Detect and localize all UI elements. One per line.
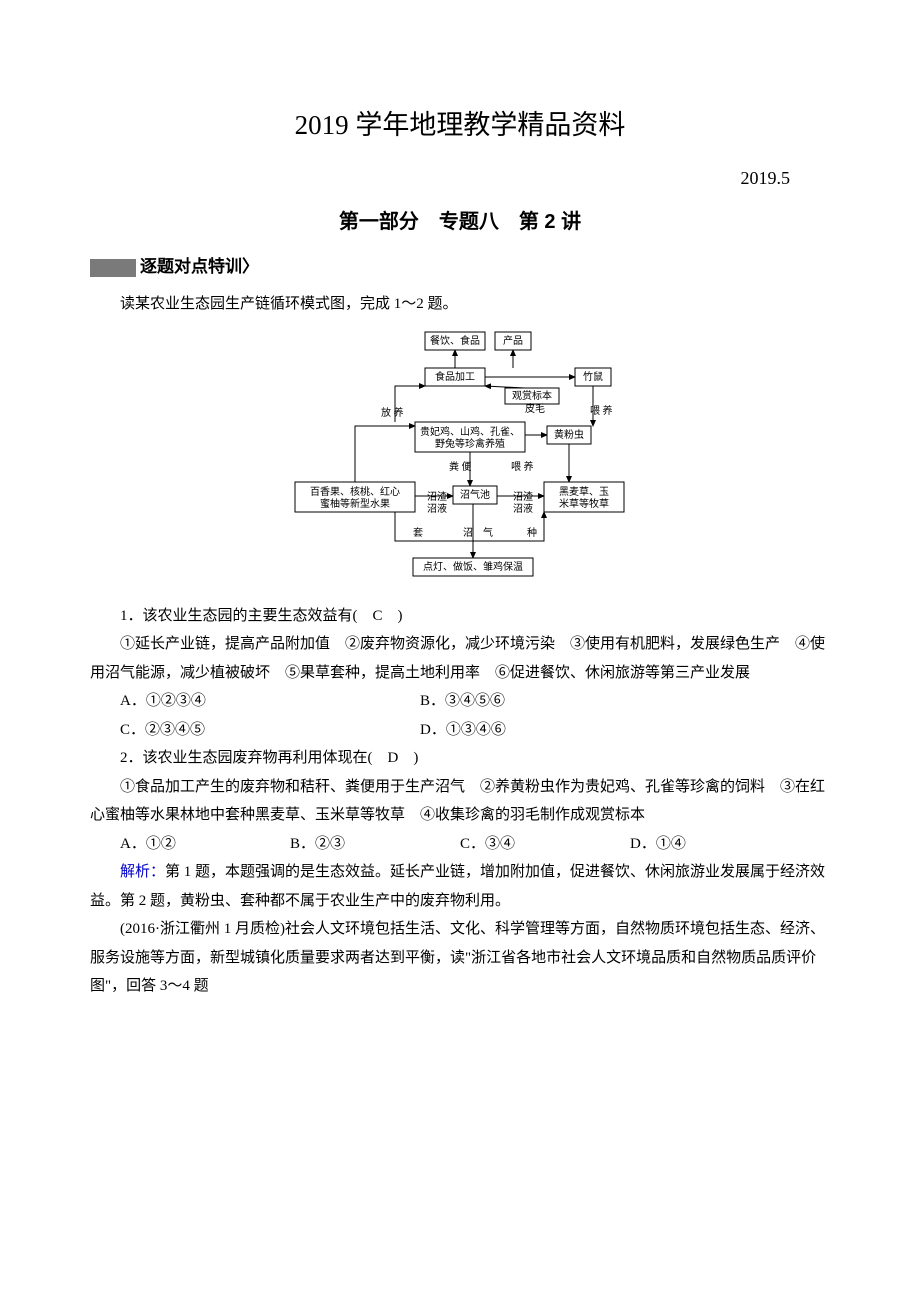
analysis-label: 解析： bbox=[120, 864, 165, 880]
q1-opt-b: B．③④⑤⑥ bbox=[390, 687, 505, 716]
q2-opt-a: A．①② bbox=[90, 830, 260, 859]
svg-text:黑麦草、玉: 黑麦草、玉 bbox=[559, 486, 609, 498]
svg-text:喂 养: 喂 养 bbox=[590, 404, 613, 417]
q2-opt-c: C．③④ bbox=[430, 830, 600, 859]
svg-text:野兔等珍禽养殖: 野兔等珍禽养殖 bbox=[435, 437, 505, 450]
analysis-text: 第 1 题，本题强调的是生态效益。延长产业链，增加附加值，促进餐饮、休闲旅游业发… bbox=[90, 864, 825, 909]
svg-text:蜜柚等新型水果: 蜜柚等新型水果 bbox=[320, 497, 390, 510]
q2-opt-b: B．②③ bbox=[260, 830, 430, 859]
svg-text:沼渣: 沼渣 bbox=[513, 490, 533, 503]
date: 2019.5 bbox=[90, 161, 790, 195]
q2-options: A．①② B．②③ C．③④ D．①④ bbox=[90, 830, 830, 859]
flow-diagram: 餐饮、食品 产品食品加工 竹鼠观赏标本贵妃鸡、山鸡、孔雀、野兔等珍禽养殖 黄粉虫百香果… bbox=[90, 326, 830, 592]
svg-text:竹鼠: 竹鼠 bbox=[583, 370, 603, 383]
svg-text:餐饮、食品: 餐饮、食品 bbox=[430, 334, 480, 347]
q34-intro: (2016·浙江衢州 1 月质检)社会人文环境包括生活、文化、科学管理等方面，自… bbox=[90, 915, 830, 1001]
svg-text:沼渣: 沼渣 bbox=[427, 490, 447, 503]
banner-bracket: 〉 bbox=[242, 251, 259, 283]
svg-text:种: 种 bbox=[527, 526, 537, 539]
svg-text:产品: 产品 bbox=[503, 334, 523, 347]
svg-text:食品加工: 食品加工 bbox=[435, 370, 475, 383]
q1-opt-a: A．①②③④ bbox=[90, 687, 390, 716]
q2-choices-text: ①食品加工产生的废弃物和秸秆、粪便用于生产沼气 ②养黄粉虫作为贵妃鸡、孔雀等珍禽… bbox=[90, 773, 830, 830]
svg-text:点灯、做饭、雏鸡保温: 点灯、做饭、雏鸡保温 bbox=[423, 560, 523, 573]
q1-row-cd: C．②③④⑤ D．①③④⑥ bbox=[90, 716, 830, 745]
svg-text:观赏标本: 观赏标本 bbox=[512, 389, 552, 402]
svg-text:贵妃鸡、山鸡、孔雀、: 贵妃鸡、山鸡、孔雀、 bbox=[420, 425, 520, 438]
svg-text:沼液: 沼液 bbox=[427, 502, 447, 515]
svg-text:沼气池: 沼气池 bbox=[460, 488, 490, 501]
q2-stem: 2．该农业生态园废弃物再利用体现在( D ) bbox=[90, 744, 830, 773]
main-title: 2019 学年地理教学精品资料 bbox=[90, 100, 830, 151]
section-banner: 逐题对点特训 〉 bbox=[90, 251, 830, 283]
q1-row-ab: A．①②③④ B．③④⑤⑥ bbox=[90, 687, 830, 716]
svg-text:套: 套 bbox=[413, 526, 423, 539]
sub-title: 第一部分 专题八 第 2 讲 bbox=[90, 203, 830, 241]
intro-text: 读某农业生态园生产链循环模式图，完成 1～2 题。 bbox=[90, 290, 830, 319]
q1-opt-d: D．①③④⑥ bbox=[390, 716, 506, 745]
banner-block bbox=[90, 259, 136, 277]
svg-text:沼 气: 沼 气 bbox=[463, 526, 493, 539]
q1-choices-text: ①延长产业链，提高产品附加值 ②废弃物资源化，减少环境污染 ③使用有机肥料，发展… bbox=[90, 630, 830, 687]
q2-opt-d: D．①④ bbox=[600, 830, 770, 859]
q1-stem: 1．该农业生态园的主要生态效益有( C ) bbox=[90, 602, 830, 631]
svg-text:喂 养: 喂 养 bbox=[511, 460, 534, 473]
q1-opt-c: C．②③④⑤ bbox=[90, 716, 390, 745]
svg-text:黄粉虫: 黄粉虫 bbox=[554, 428, 584, 441]
svg-text:沼液: 沼液 bbox=[513, 502, 533, 515]
svg-text:放 养: 放 养 bbox=[381, 406, 404, 419]
svg-text:皮毛: 皮毛 bbox=[525, 402, 545, 415]
svg-text:米草等牧草: 米草等牧草 bbox=[559, 497, 609, 510]
banner-text: 逐题对点特训 bbox=[140, 251, 242, 283]
svg-text:粪 便: 粪 便 bbox=[449, 460, 472, 473]
analysis: 解析：第 1 题，本题强调的是生态效益。延长产业链，增加附加值，促进餐饮、休闲旅… bbox=[90, 858, 830, 915]
svg-text:百香果、核桃、红心: 百香果、核桃、红心 bbox=[310, 485, 400, 498]
